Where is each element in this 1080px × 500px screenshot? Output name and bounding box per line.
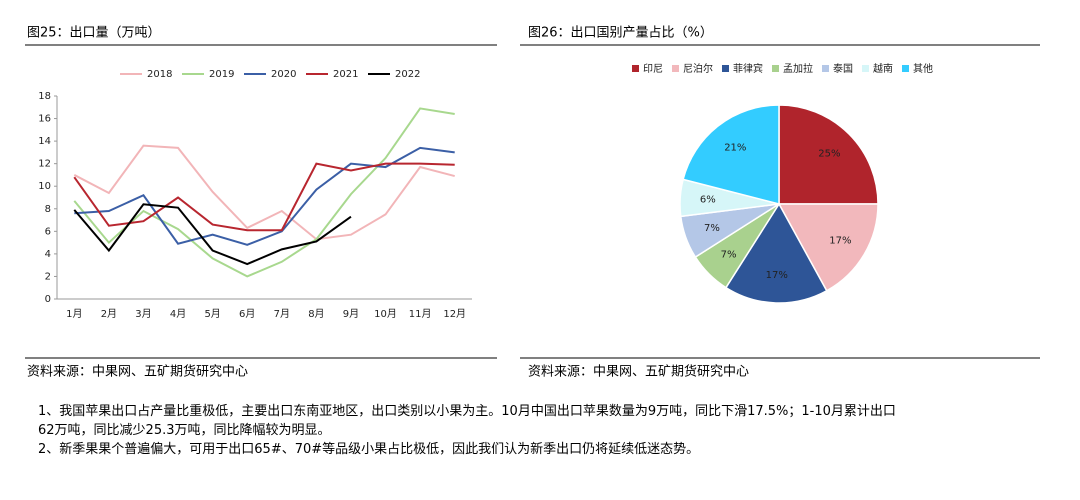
x-tick-label: 4月 xyxy=(170,308,186,320)
legend-swatch xyxy=(902,65,909,72)
series-line xyxy=(73,144,455,241)
source: 资料来源：中果网、五矿期货研究中心 xyxy=(27,364,248,380)
legend-swatch xyxy=(862,65,869,72)
y-tick-label: 16 xyxy=(38,114,51,125)
x-tick-label: 5月 xyxy=(204,308,220,320)
pie-slice xyxy=(724,202,828,304)
data-label: 6% xyxy=(700,195,716,206)
legend-swatch xyxy=(772,65,779,72)
legend-label: 2021 xyxy=(333,69,358,80)
x-tick-label: 12月 xyxy=(443,308,466,320)
legend-swatch xyxy=(632,65,639,72)
notes: 1、我国苹果出口占产量比重极低，主要出口东南亚地区，出口类别以小果为主。10月中… xyxy=(38,402,896,459)
x-tick-label: 8月 xyxy=(308,308,324,320)
data-label: 7% xyxy=(704,223,720,234)
data-label: 7% xyxy=(721,249,737,260)
x-tick-label: 10月 xyxy=(374,308,397,320)
legend-label: 孟加拉 xyxy=(783,62,813,75)
charts: 图25：出口量（万吨） 资料来源：中果网、五矿期货研究中心 图26：出口国别产量… xyxy=(25,26,1040,380)
legend-swatch xyxy=(822,65,829,72)
x-tick-label: 7月 xyxy=(274,308,290,320)
series-line xyxy=(73,162,455,232)
note-line: 1、我国苹果出口占产量比重极低，主要出口东南亚地区，出口类别以小果为主。10月中… xyxy=(38,404,896,419)
legend-label: 其他 xyxy=(913,62,933,75)
legend-label: 越南 xyxy=(873,62,893,75)
data-label: 21% xyxy=(724,143,746,154)
legend-label: 印尼 xyxy=(643,63,663,75)
data-label: 17% xyxy=(766,270,788,281)
legend-swatch xyxy=(672,65,679,72)
data-label: 17% xyxy=(829,235,851,246)
x-tick-label: 11月 xyxy=(409,308,432,320)
legend-label: 泰国 xyxy=(833,62,853,75)
x-tick-label: 2月 xyxy=(101,308,117,320)
legend-label: 菲律宾 xyxy=(733,62,763,75)
chart-title: 图26：出口国别产量占比（%） xyxy=(528,26,713,41)
x-tick-label: 6月 xyxy=(239,308,255,320)
pie-slice xyxy=(778,104,879,205)
note-line: 2、新季果果个普遍偏大，可用于出口65#、70#等品级小果占比极低，因此我们认为… xyxy=(38,442,700,457)
y-tick-label: 0 xyxy=(45,294,51,305)
x-tick-label: 9月 xyxy=(343,308,359,320)
legend-label: 2020 xyxy=(271,69,296,80)
y-tick-label: 6 xyxy=(45,226,51,237)
source: 资料来源：中果网、五矿期货研究中心 xyxy=(528,364,749,380)
pie-slice xyxy=(682,104,780,205)
y-tick-label: 2 xyxy=(45,271,51,282)
y-tick-label: 10 xyxy=(38,181,51,192)
x-tick-label: 1月 xyxy=(66,308,82,320)
note-line: 62万吨，同比减少25.3万吨，同比降幅较为明显。 xyxy=(38,423,331,438)
y-tick-label: 14 xyxy=(38,136,51,147)
y-tick-label: 4 xyxy=(45,249,51,260)
legend-label: 2018 xyxy=(147,69,172,80)
series-line xyxy=(73,203,352,266)
legend-swatch xyxy=(722,65,729,72)
chart-title: 图25：出口量（万吨） xyxy=(27,26,161,41)
pie-slice xyxy=(777,203,879,292)
x-tick-label: 3月 xyxy=(135,308,151,320)
y-tick-label: 12 xyxy=(38,159,51,170)
legend-label: 2019 xyxy=(209,69,234,80)
y-tick-label: 8 xyxy=(45,204,51,215)
y-tick-label: 18 xyxy=(38,91,51,102)
series-line xyxy=(73,107,455,278)
legend-label: 2022 xyxy=(395,69,420,80)
legend-label: 尼泊尔 xyxy=(683,62,713,75)
data-label: 25% xyxy=(818,149,840,160)
